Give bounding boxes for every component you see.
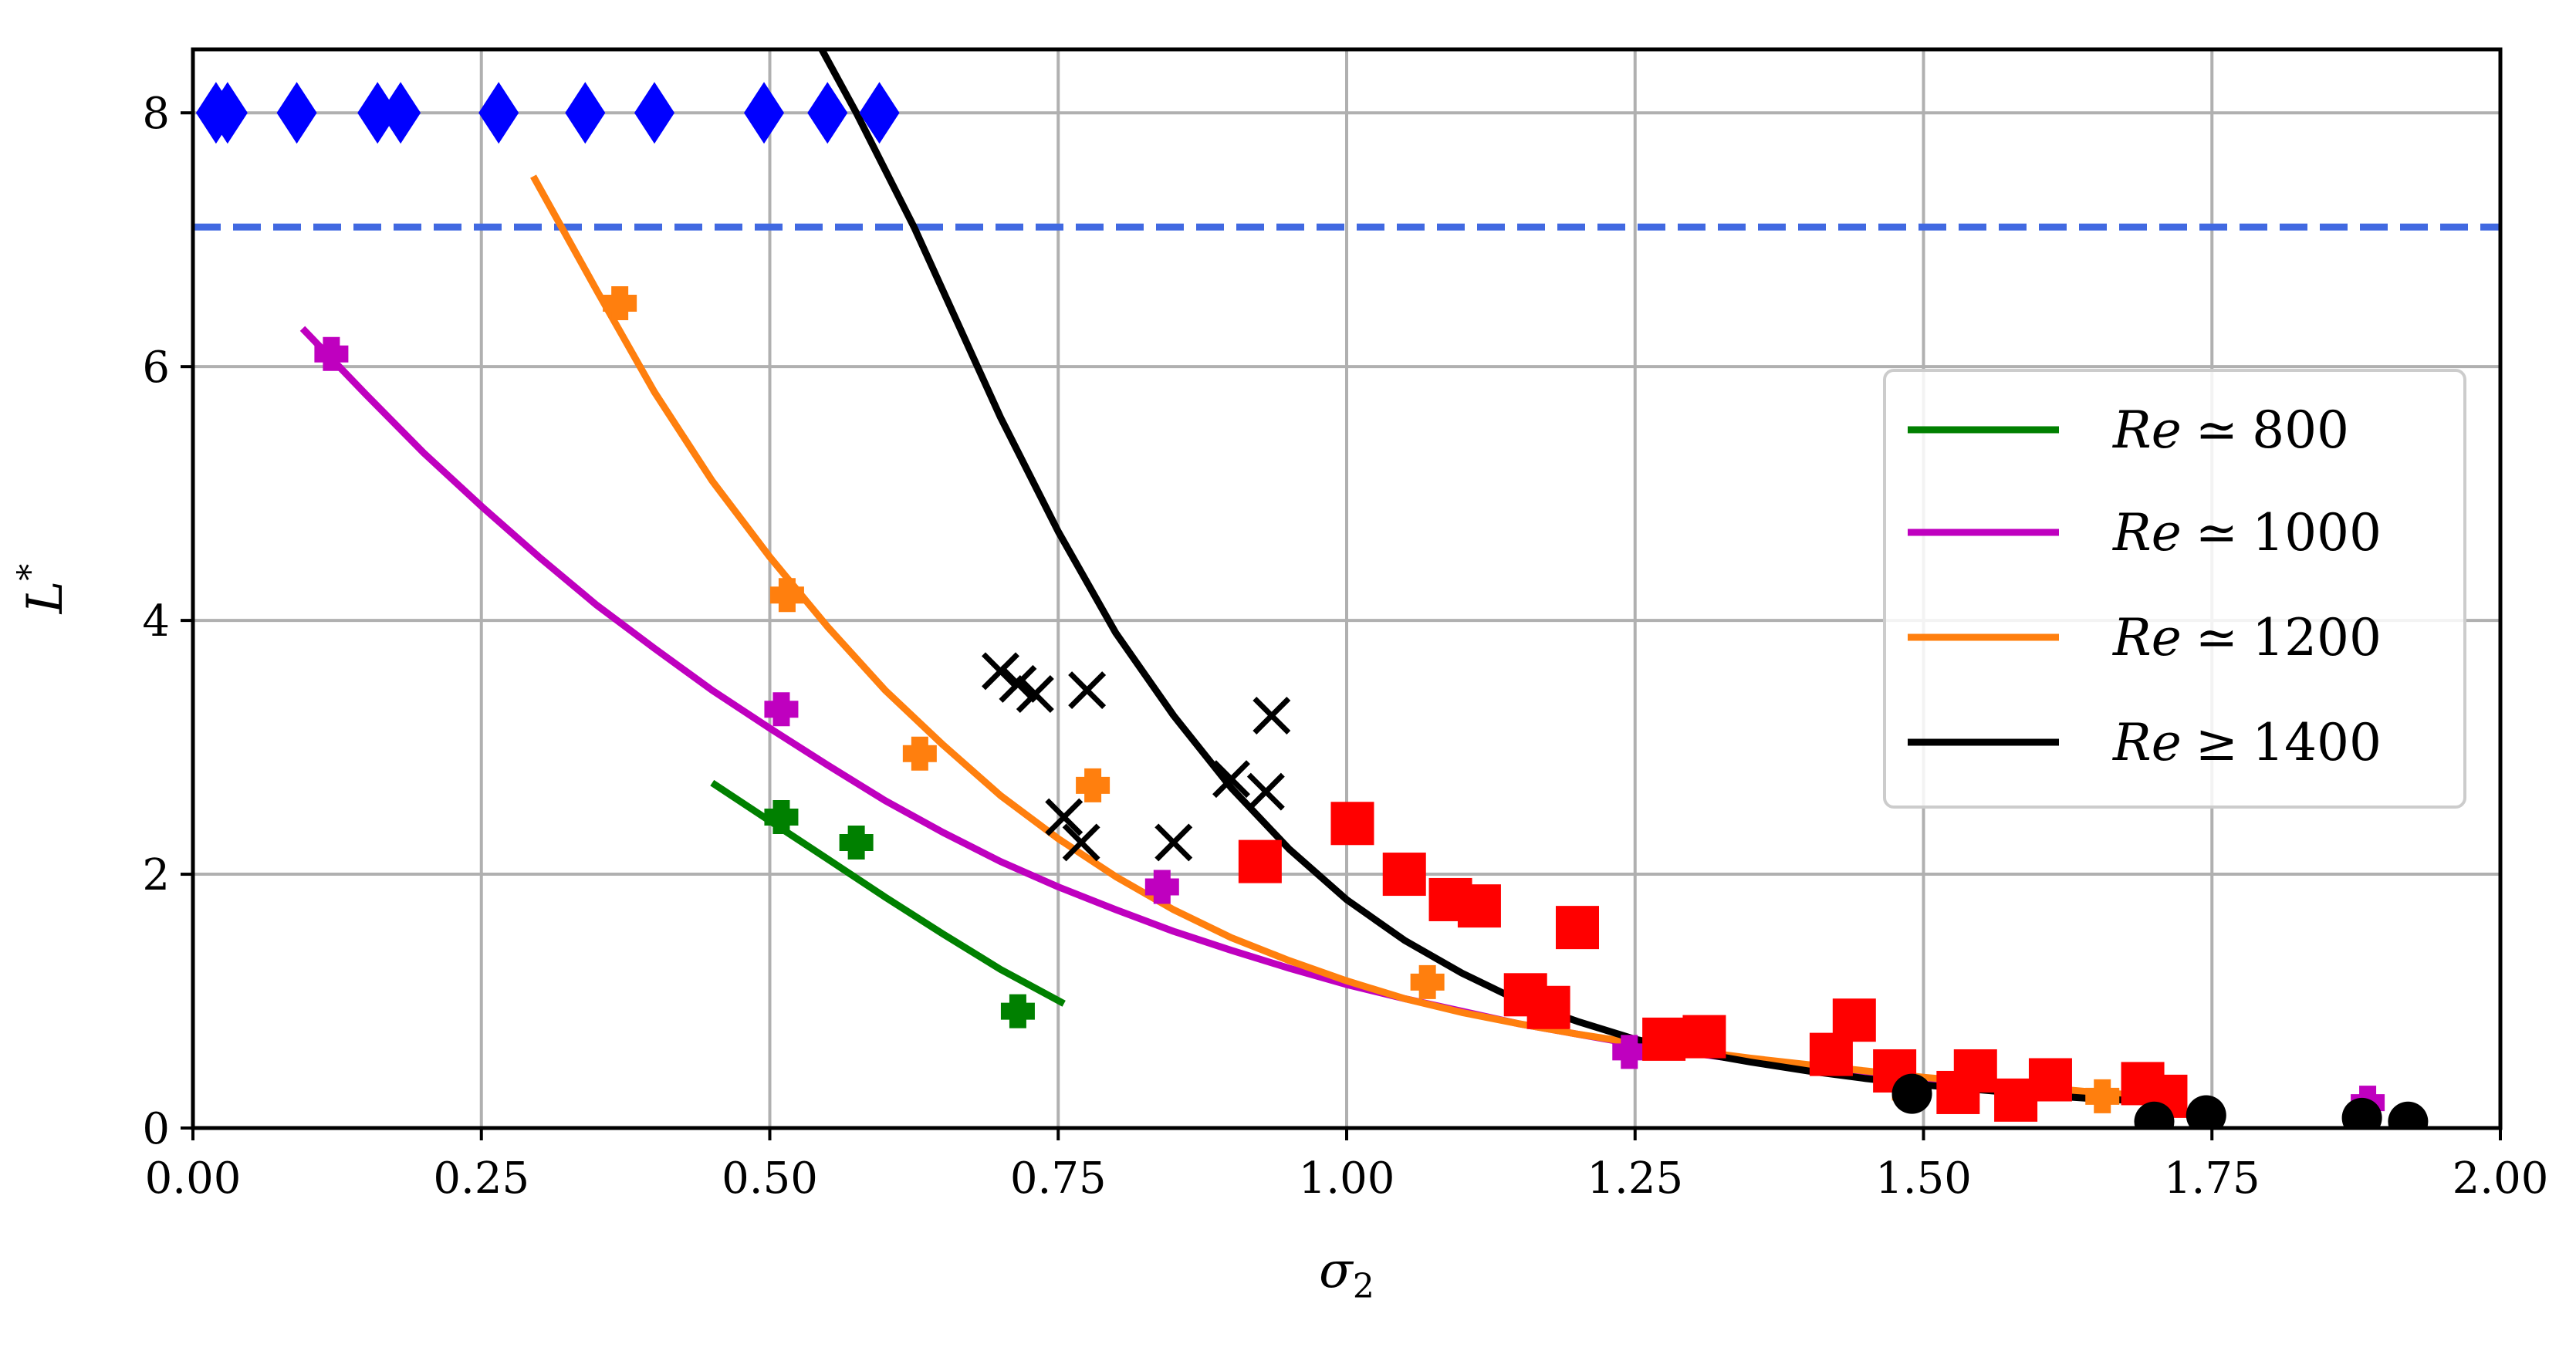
x-tick-label: 1.00 <box>1299 1153 1395 1204</box>
plus-marker <box>902 736 937 771</box>
plus-marker <box>1612 1035 1647 1069</box>
legend-entry: Re ≥1400 <box>1908 713 2382 772</box>
plus-marker <box>764 800 799 835</box>
x-tick-label: 0.25 <box>433 1153 529 1204</box>
square-marker <box>1642 1017 1686 1061</box>
x-marker <box>999 664 1037 703</box>
circle-marker <box>2134 1101 2175 1128</box>
x-tick-label: 0.50 <box>722 1153 818 1204</box>
plus-marker <box>2085 1079 2120 1113</box>
square-marker <box>1382 853 1426 897</box>
plus-marker <box>764 692 799 727</box>
circle-marker <box>2186 1095 2226 1128</box>
circle-marker <box>2388 1101 2429 1128</box>
x-marker <box>1246 772 1285 811</box>
diamond-marker <box>859 82 900 144</box>
diamond-marker <box>565 82 606 144</box>
plus-marker <box>769 578 804 613</box>
diamond-marker <box>276 82 317 144</box>
legend-entry: Re ≃ 1200 <box>1908 608 2382 667</box>
diamond-marker <box>207 82 248 144</box>
y-tick-label: 4 <box>142 596 170 647</box>
legend-label-re-800: Re ≃ 800 <box>2112 400 2349 460</box>
x-marker <box>1068 671 1107 710</box>
x-tick-label: 2.00 <box>2453 1153 2549 1204</box>
x-tick-label: 1.75 <box>2164 1153 2260 1204</box>
axis-ticks: 0.00 0.25 0.50 0.75 1.00 1.25 1.50 1.75 2.00 0 2 4 6… <box>142 89 2548 1204</box>
square-marker <box>1832 998 1876 1042</box>
x-tick-label: 1.50 <box>1875 1153 1972 1204</box>
y-tick-label: 8 <box>142 89 170 139</box>
y-tick-label: 2 <box>142 850 170 900</box>
plus-marker <box>1144 870 1179 904</box>
legend: Re ≃ 800 Re ≃ 1000 Re ≃ 1200 Re ≥1400 <box>1883 369 2466 809</box>
diamond-marker <box>807 82 848 144</box>
square-marker <box>1457 884 1501 928</box>
x-marker <box>1016 675 1054 713</box>
diamond-marker <box>357 82 398 144</box>
diamond-marker <box>744 82 785 144</box>
x-marker <box>1062 823 1100 862</box>
legend-box <box>1883 369 2466 809</box>
legend-entry: Re ≃ 1000 <box>1908 503 2382 562</box>
y-tick-label: 6 <box>142 343 170 393</box>
x-axis-label: σ2 <box>1319 1242 1374 1306</box>
x-tick-label: 0.00 <box>145 1153 242 1204</box>
plus-marker <box>1410 964 1445 999</box>
square-marker <box>1526 985 1570 1029</box>
data-points <box>195 82 2429 1128</box>
plus-marker <box>1000 994 1035 1028</box>
y-tick-label: 0 <box>142 1104 170 1154</box>
x-marker <box>1154 823 1193 862</box>
x-marker <box>1253 696 1291 735</box>
legend-label-re-1000: Re ≃ 1000 <box>2112 503 2382 562</box>
plus-marker <box>839 825 874 860</box>
diamond-marker <box>634 82 674 144</box>
square-marker <box>1556 906 1599 950</box>
legend-entry: Re ≃ 800 <box>1908 400 2349 460</box>
x-marker <box>982 652 1019 691</box>
fit-curve-re-1200 <box>530 174 2178 1101</box>
square-marker <box>1330 802 1374 846</box>
square-marker <box>2028 1058 2072 1102</box>
plus-marker <box>603 285 637 320</box>
plus-marker <box>1076 768 1111 802</box>
diamond-marker <box>380 82 421 144</box>
legend-label-re-1400: Re ≥1400 <box>2112 713 2382 772</box>
x-marker <box>1212 760 1250 799</box>
y-axis-label: L* <box>11 564 74 615</box>
square-marker <box>1238 839 1282 883</box>
x-marker <box>1045 798 1083 836</box>
circle-marker <box>1891 1073 1932 1114</box>
x-tick-label: 1.25 <box>1587 1153 1683 1204</box>
square-marker <box>1682 1015 1726 1059</box>
x-tick-label: 0.75 <box>1010 1153 1107 1204</box>
square-marker <box>1953 1049 1997 1093</box>
plus-marker <box>314 336 349 371</box>
legend-label-re-1200: Re ≃ 1200 <box>2112 608 2382 667</box>
diamond-marker <box>478 82 519 144</box>
circle-marker <box>2341 1097 2382 1128</box>
